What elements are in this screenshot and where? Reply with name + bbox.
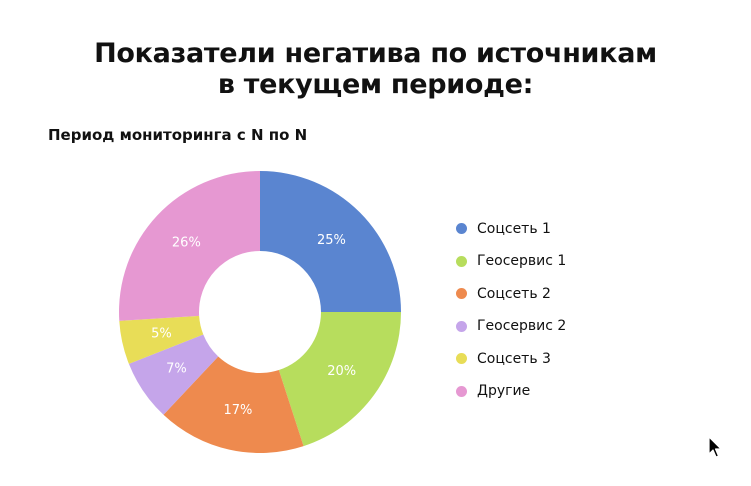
slice-label-5: 5% (151, 327, 172, 342)
legend-swatch-5 (456, 353, 467, 364)
mouse-pointer-icon (708, 436, 722, 458)
chart-title-line-2: в текущем периоде: (217, 69, 534, 100)
legend-label-6: Другие (477, 383, 531, 399)
legend-swatch-2 (456, 255, 467, 267)
legend-swatch-4 (456, 320, 467, 332)
donut-slice-2 (278, 312, 401, 447)
legend-item-4: Геосервис 2 (456, 316, 566, 337)
chart-subtitle: Период мониторинга с N по N (48, 126, 308, 144)
legend-item-2: Геосервис 1 (456, 251, 566, 272)
legend-label-2: Геосервис 1 (477, 253, 567, 269)
chart-title: Показатели негатива по источникам в теку… (0, 38, 751, 100)
legend-label-5: Соцсеть 3 (477, 350, 551, 367)
slice-label-4: 7% (166, 361, 187, 376)
chart-legend: Соцсеть 1 Геосервис 1 Соцсеть 2 Геосервис 2… (456, 218, 566, 413)
legend-label-1: Соцсеть 1 (477, 220, 551, 237)
legend-item-1: Соцсеть 1 (456, 218, 566, 239)
slice-label-1: 25% (317, 233, 346, 248)
chart-title-line-1: Показатели негатива по источникам (94, 38, 657, 69)
donut-slice-5 (119, 315, 204, 364)
donut-slice-1 (260, 171, 401, 312)
legend-item-5: Соцсеть 3 (456, 348, 566, 369)
donut-slice-3 (163, 356, 304, 453)
donut-slice-6 (119, 171, 260, 321)
legend-label-4: Геосервис 2 (477, 318, 567, 334)
legend-swatch-1 (456, 223, 467, 234)
legend-item-3: Соцсеть 2 (456, 283, 566, 304)
slice-label-6: 26% (172, 235, 201, 250)
slice-label-3: 17% (224, 403, 253, 418)
legend-swatch-6 (456, 385, 467, 397)
donut-slice-4 (128, 334, 219, 415)
legend-item-6: Другие (456, 381, 566, 402)
slice-label-2: 20% (327, 364, 356, 379)
legend-swatch-3 (456, 288, 467, 299)
legend-label-3: Соцсеть 2 (477, 285, 551, 302)
